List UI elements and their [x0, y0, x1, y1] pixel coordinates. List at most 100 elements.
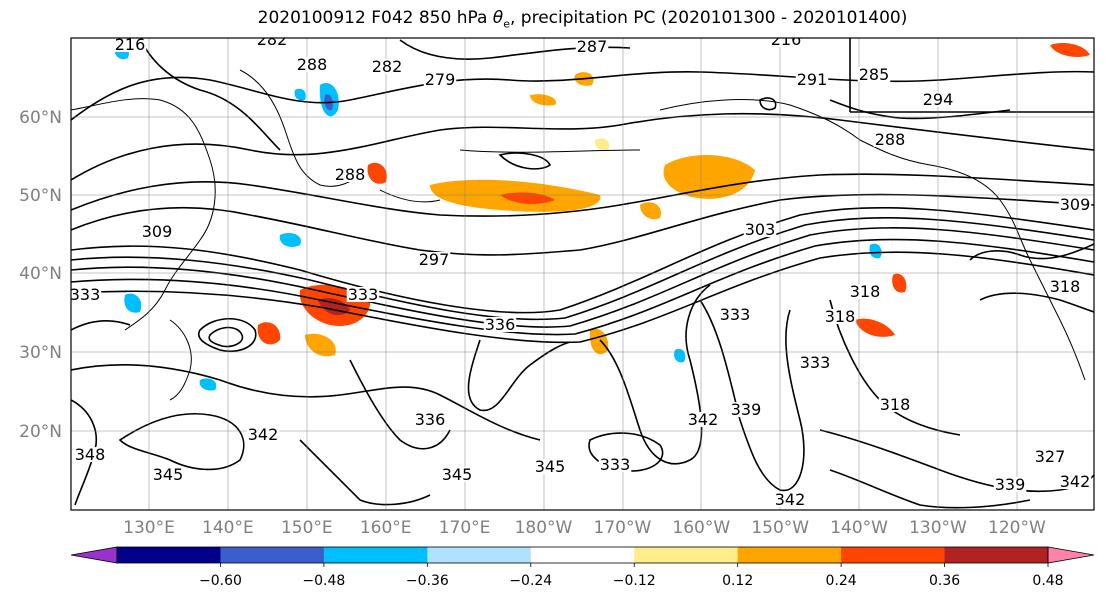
contour-label: 318	[825, 307, 856, 326]
lat-label: 60°N	[19, 108, 62, 128]
colorbar-segment	[323, 547, 428, 563]
colorbar-segment	[530, 547, 635, 563]
contour-labels: 216 282 282 287 216 279 288 291 285 294 288 288 297 3…	[70, 30, 1092, 509]
contour-label: 339	[995, 475, 1026, 494]
contour-label: 339	[731, 400, 762, 419]
contour-label-halo	[71, 287, 102, 302]
colorbar-segment	[117, 547, 221, 563]
colorbar-tick-labels: −0.60 −0.48 −0.36 −0.24 −0.12 0.12 0.24 0.36 0.4…	[199, 563, 1064, 589]
colorbar-tick-label: 0.36	[929, 573, 960, 589]
contour-label-halo	[295, 57, 329, 72]
colorbar-extend-high	[1047, 546, 1095, 564]
contour-label-halo	[370, 59, 404, 74]
map-frame	[70, 37, 1095, 511]
lon-label: 150°W	[751, 518, 809, 538]
map-area: 216 282 282 287 216 279 288 291 285 294 288 288 297 3…	[70, 30, 1094, 510]
colorbar-tick-label: 0.48	[1032, 573, 1063, 589]
contour-label: 348	[75, 445, 106, 464]
contour-label: 318	[1050, 277, 1081, 296]
contour-label-halo	[255, 38, 289, 47]
contour-label: 333	[70, 285, 101, 304]
contour-label: 291	[797, 70, 828, 89]
contour-label: 282	[257, 30, 288, 49]
contour-label: 294	[923, 90, 954, 109]
lat-label: 50°N	[19, 186, 62, 206]
contour-label-halo	[1058, 197, 1092, 212]
contour-label: 216	[115, 35, 146, 54]
colorbar-tick-label: −0.36	[406, 573, 449, 589]
contour-label-halo	[743, 222, 777, 237]
colorbar-tick-label: −0.48	[302, 573, 345, 589]
theta-e-contours	[71, 38, 1094, 509]
contour-label: 333	[348, 285, 379, 304]
contour-label: 342	[248, 425, 279, 444]
lat-label: 20°N	[19, 422, 62, 442]
colorbar-segment	[944, 547, 1049, 563]
lon-label: 120°W	[988, 518, 1046, 538]
contour-label: 318	[850, 282, 881, 301]
lon-label: 140°W	[830, 518, 888, 538]
contour-label: 333	[800, 353, 831, 372]
contour-label: 282	[372, 57, 403, 76]
contour-label: 345	[153, 465, 184, 484]
contour-label: 279	[425, 70, 456, 89]
contour-label: 297	[419, 250, 450, 269]
lon-label: 160°W	[672, 518, 730, 538]
contour-label-halo	[140, 224, 174, 239]
contour-label: 216	[771, 30, 802, 49]
contour-label: 285	[859, 65, 890, 84]
contour-label-halo	[483, 317, 517, 332]
lat-label: 40°N	[19, 264, 62, 284]
colorbar-tick-label: 0.12	[722, 573, 753, 589]
contour-label: 345	[442, 465, 473, 484]
contour-label-halo	[993, 477, 1027, 492]
colorbar-segment	[427, 547, 532, 563]
map-title: 2020100912 F042 850 hPa θe, precipitatio…	[257, 8, 908, 31]
lon-label: 130°E	[123, 518, 175, 538]
contour-label-halo	[417, 252, 451, 267]
colorbar	[70, 546, 1095, 564]
contour-label-halo	[857, 67, 891, 82]
contour-label-halo	[333, 167, 367, 182]
lon-label: 180°W	[515, 518, 573, 538]
contour-label-halo	[346, 287, 380, 302]
contour-label: 336	[415, 410, 446, 429]
contour-label: 318	[880, 395, 911, 414]
contour-label-halo	[423, 72, 457, 87]
contour-label-halo	[769, 38, 803, 47]
contour-label: 342	[688, 410, 719, 429]
graticule	[71, 38, 1094, 510]
precip-positive-patches	[257, 43, 1090, 357]
contour-label-halo	[729, 402, 763, 417]
contour-label-halo	[873, 132, 907, 147]
colorbar-segment	[737, 547, 842, 563]
contour-label: 333	[720, 305, 751, 324]
contour-label-halo	[848, 284, 882, 299]
lon-label: 140°E	[202, 518, 254, 538]
latitude-labels: 60°N 50°N 40°N 30°N 20°N	[19, 108, 62, 442]
contour-label-halo	[151, 467, 185, 482]
contour-label-halo	[795, 72, 829, 87]
lon-label: 130°W	[909, 518, 967, 538]
contour-label: 309	[1060, 195, 1091, 214]
lat-label: 30°N	[19, 343, 62, 363]
contour-label-halo	[575, 39, 609, 54]
contour-label-halo	[878, 397, 912, 412]
lon-label: 170°W	[594, 518, 652, 538]
colorbar-tick-label: −0.60	[199, 573, 242, 589]
contour-label: 287	[577, 37, 608, 56]
contour-label-halo	[773, 492, 807, 507]
contour-label: 288	[335, 165, 366, 184]
contour-label-halo	[798, 355, 832, 370]
lon-label: 170°E	[439, 518, 491, 538]
colorbar-outline	[116, 546, 1049, 564]
contour-label-halo	[73, 447, 107, 462]
contour-label-halo	[921, 92, 955, 107]
contour-label-halo	[1033, 449, 1067, 464]
colorbar-extend-low	[70, 546, 118, 564]
colorbar-tick-label: 0.24	[826, 573, 857, 589]
contour-label: 327	[1035, 447, 1066, 466]
contour-label-halo	[1048, 279, 1082, 294]
contour-label: 333	[600, 455, 631, 474]
